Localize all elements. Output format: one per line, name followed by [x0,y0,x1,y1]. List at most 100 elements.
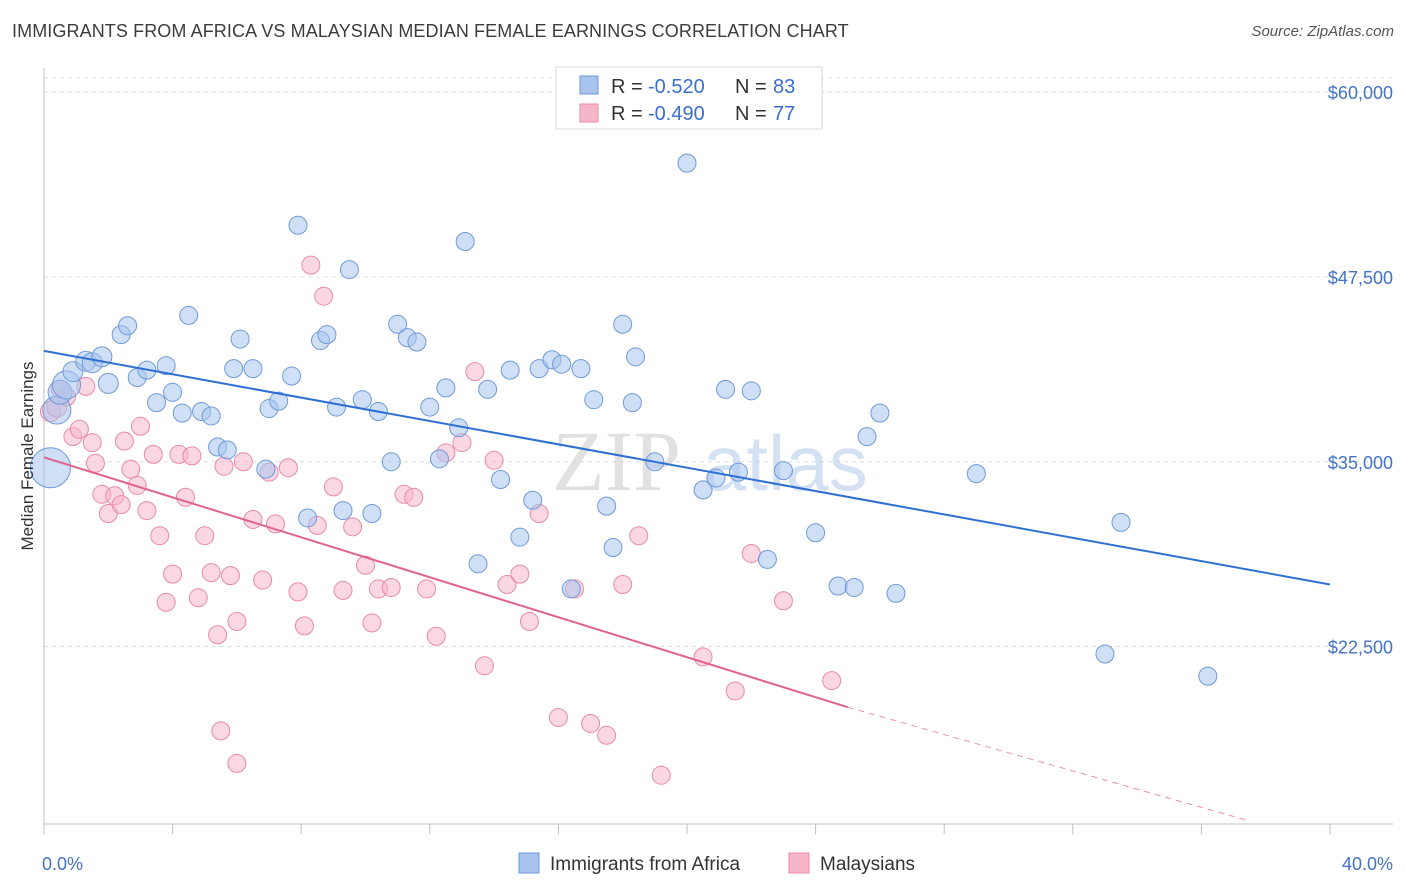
malaysians-point [69,419,89,439]
legend-r-label-africa: R = [611,76,643,98]
malaysians-point [214,456,234,476]
africa-point [243,359,263,379]
africa-point [420,397,440,417]
malaysians-point [613,574,633,594]
legend-swatch-malay [579,103,599,123]
africa-point [622,393,642,413]
legend-r-africa: -0.520 [648,76,705,98]
africa-point [584,390,604,410]
africa-point [716,379,736,399]
malaysians-point [143,444,163,464]
africa-point [626,347,646,367]
malaysians-point [227,611,247,631]
africa-point [230,329,250,349]
chart-title: IMMIGRANTS FROM AFRICA VS MALAYSIAN MEDI… [12,21,849,41]
malaysians-point [474,656,494,676]
africa-point [1111,512,1131,532]
y-tick-label: $47,500 [1328,268,1393,288]
malaysians-point [85,453,105,473]
africa-point [256,459,276,479]
x-tick-label-max: 40.0% [1342,854,1393,874]
malaysians-trend-line [43,456,849,709]
malaysians-point [188,588,208,608]
y-tick-labels: $22,500 $35,000 $47,500 $60,000 [1328,83,1393,657]
malaysians-point [404,487,424,507]
malaysians-point [497,574,517,594]
africa-point [339,260,359,280]
bottom-legend-swatch-malay [788,852,810,874]
malaysians-point [150,526,170,546]
africa-point [500,360,520,380]
africa-point [844,577,864,597]
legend-r-label-malay: R = [611,103,643,125]
x-tick-label-min: 0.0% [42,854,83,874]
malaysians-point [121,459,141,479]
africa-point [97,372,119,394]
trend-lines [43,349,1331,822]
africa-trend-line [43,349,1331,586]
africa-point [352,390,372,410]
africa-point [172,403,192,423]
source-label: Source: ZipAtlas.com [1251,23,1394,40]
malaysians-point [82,433,102,453]
malaysians-point [381,577,401,597]
africa-point [179,305,199,325]
bottom-legend: Immigrants from Africa Malaysians [518,852,915,875]
africa-point [224,359,244,379]
africa-point [870,403,890,423]
legend-n-africa: 83 [773,76,795,98]
malaysians-point [510,564,530,584]
africa-point [966,464,986,484]
africa-point [603,538,623,558]
malaysians-point [741,543,761,563]
malaysians-trend-extension [847,706,1250,822]
malaysians-point [137,501,157,521]
malaysians-point [333,580,353,600]
legend-n-malay: 77 [773,103,795,125]
africa-point [362,504,382,524]
malaysians-point [233,452,253,472]
africa-point [455,231,475,251]
africa-point [806,523,826,543]
africa-point [757,549,777,569]
malaysians-point [156,592,176,612]
africa-point [828,576,848,596]
africa-point [523,490,543,510]
africa-point [91,346,113,368]
axes [43,68,1393,834]
africa-point [436,378,456,398]
africa-point [741,381,761,401]
africa-point [317,325,337,345]
bottom-legend-swatch-africa [518,852,540,874]
africa-point [429,449,449,469]
malaysians-point [519,611,539,631]
malaysians-point [130,416,150,436]
malaysians-point [211,721,231,741]
y-tick-label: $22,500 [1328,638,1393,658]
malaysians-point [323,477,343,497]
africa-point [1198,666,1218,686]
malaysians-point [629,526,649,546]
africa-point [773,461,793,481]
malaysians-point [208,625,228,645]
malaysians-point [773,591,793,611]
malaysians-point [581,713,601,733]
malaysians-point [548,708,568,728]
malaysians-point [227,753,247,773]
africa-point [381,452,401,472]
africa-point [298,508,318,528]
africa-point [217,440,237,460]
malaysians-point [253,570,273,590]
africa-point [269,391,289,411]
africa-point [118,316,138,336]
malaysians-point [201,563,221,583]
malaysians-point [220,566,240,586]
malaysians-point [111,495,131,515]
legend-swatch-africa [579,75,599,95]
africa-point [147,393,167,413]
malaysians-point [301,255,321,275]
legend-box [555,66,823,130]
malaysians-point [362,613,382,633]
africa-point [333,501,353,521]
